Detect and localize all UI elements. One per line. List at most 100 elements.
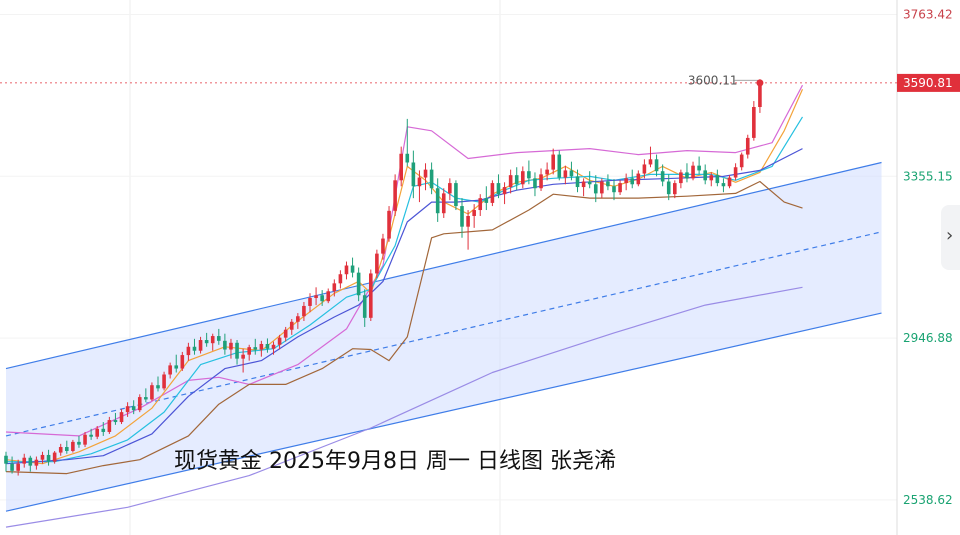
- candle-body: [131, 406, 136, 411]
- candle: [253, 338, 258, 355]
- candle: [10, 456, 14, 474]
- candle: [685, 163, 689, 183]
- candle-body: [563, 170, 568, 178]
- candle-body: [745, 137, 750, 155]
- y-tick-label: 3355.15: [903, 169, 953, 183]
- candle-body: [606, 181, 610, 187]
- candle-body: [326, 291, 331, 302]
- candle-body: [624, 178, 628, 184]
- candle-body: [575, 176, 580, 188]
- candle-body: [247, 347, 251, 355]
- chevron-right-icon: ›: [946, 225, 954, 246]
- candle: [350, 257, 355, 278]
- candle: [563, 165, 568, 185]
- candle: [429, 162, 434, 195]
- candle: [259, 340, 264, 357]
- candle-body: [666, 181, 671, 195]
- candle-body: [393, 180, 397, 211]
- candle-body: [673, 183, 677, 195]
- candle: [393, 174, 397, 216]
- candle-body: [381, 238, 385, 254]
- candle-body: [369, 273, 373, 318]
- candle: [283, 326, 288, 342]
- candle: [575, 169, 580, 193]
- candle: [16, 459, 20, 476]
- candle-body: [514, 175, 519, 185]
- candle-body: [46, 454, 51, 462]
- candle: [198, 336, 203, 354]
- candle: [223, 333, 227, 355]
- candle: [326, 288, 331, 304]
- candle-body: [77, 441, 81, 445]
- candle: [119, 408, 124, 425]
- candle: [478, 194, 483, 216]
- peak-label: 3600.11: [688, 73, 738, 87]
- scroll-right-handle[interactable]: ›: [941, 205, 960, 270]
- candle: [101, 422, 106, 436]
- candle-body: [551, 154, 555, 170]
- candle: [587, 171, 592, 189]
- candle: [338, 270, 343, 289]
- candle-body: [429, 169, 434, 189]
- candle-body: [375, 253, 379, 274]
- candle-body: [654, 159, 659, 172]
- candle: [508, 169, 513, 194]
- candle-body: [350, 265, 355, 273]
- candle: [703, 164, 707, 185]
- candle: [399, 146, 403, 187]
- candle: [156, 376, 160, 392]
- candle-body: [235, 342, 239, 359]
- candle-body: [101, 428, 106, 432]
- candle-body: [259, 343, 264, 350]
- candle-body: [405, 153, 410, 163]
- candle-body: [417, 177, 422, 187]
- series-line-bb_lower: [5, 180, 803, 475]
- candle-body: [34, 459, 39, 466]
- candle-body: [466, 215, 470, 227]
- candle: [411, 150, 416, 199]
- candle: [721, 178, 726, 193]
- candle-body: [679, 172, 683, 184]
- candle: [247, 344, 251, 361]
- candle: [727, 175, 732, 189]
- candle-body: [198, 340, 203, 351]
- candle-body: [58, 447, 63, 453]
- candle: [739, 152, 744, 171]
- candle: [417, 170, 422, 203]
- candle-body: [137, 397, 142, 411]
- y-tick-label: 3763.42: [903, 7, 953, 21]
- candle-body: [423, 169, 428, 178]
- candle-body: [271, 344, 276, 349]
- candle-body: [16, 463, 20, 471]
- candle-body: [739, 154, 744, 168]
- y-tick-label: 2946.88: [903, 331, 953, 345]
- candle-body: [320, 295, 324, 302]
- candle: [186, 342, 191, 361]
- candle: [204, 332, 209, 347]
- candle-body: [362, 295, 367, 318]
- candle: [545, 162, 549, 181]
- candle-body: [478, 198, 483, 211]
- candle-body: [472, 210, 476, 216]
- candle-body: [204, 340, 209, 344]
- candle: [22, 453, 27, 468]
- candle-body: [399, 153, 403, 181]
- candle-body: [448, 183, 452, 194]
- candle: [174, 354, 179, 373]
- candle: [612, 179, 616, 201]
- candle: [630, 169, 635, 189]
- candle: [34, 456, 39, 470]
- candle: [314, 287, 318, 306]
- candle: [113, 412, 118, 425]
- candle-body: [630, 178, 635, 185]
- candle: [636, 170, 641, 187]
- candle: [46, 449, 51, 466]
- candle: [642, 159, 647, 179]
- candle: [593, 175, 598, 203]
- candle-body: [223, 340, 227, 350]
- candle: [241, 348, 245, 373]
- candle: [527, 160, 531, 185]
- candle: [229, 338, 233, 359]
